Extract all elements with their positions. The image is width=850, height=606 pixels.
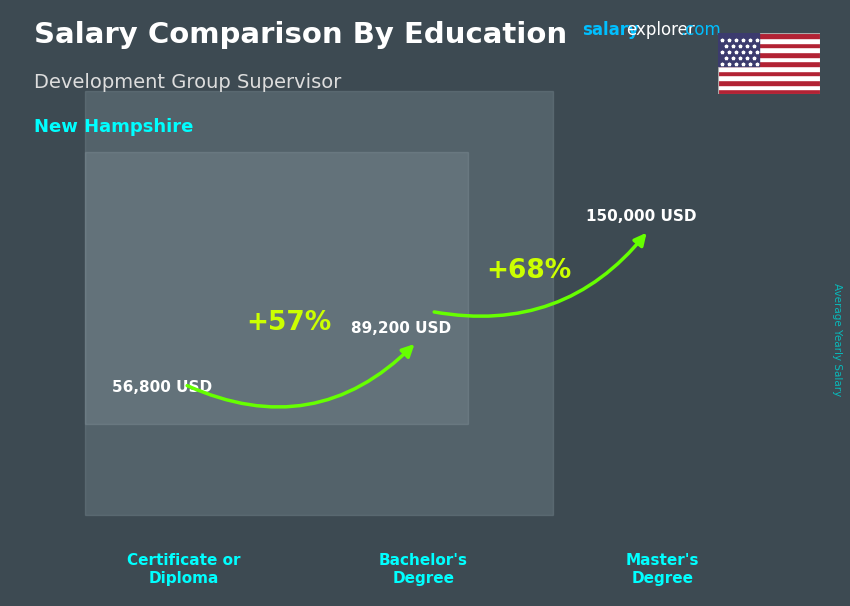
Bar (718, 85, 820, 89)
Bar (718, 61, 820, 66)
Text: Average Yearly Salary: Average Yearly Salary (832, 283, 842, 396)
Text: 150,000 USD: 150,000 USD (586, 210, 696, 224)
Text: Master's
Degree: Master's Degree (626, 553, 700, 585)
Bar (718, 89, 820, 94)
Bar (718, 75, 820, 80)
Text: +68%: +68% (486, 258, 571, 284)
Bar (718, 56, 820, 61)
Bar (85, 91, 552, 515)
Bar (718, 80, 820, 85)
Bar (85, 152, 468, 424)
Text: 56,800 USD: 56,800 USD (112, 381, 212, 395)
Bar (718, 42, 820, 47)
Text: .com: .com (680, 21, 721, 39)
Text: explorer: explorer (626, 21, 695, 39)
Text: +57%: +57% (246, 310, 332, 336)
Text: 89,200 USD: 89,200 USD (352, 321, 451, 336)
Bar (718, 71, 820, 75)
Bar (718, 33, 759, 66)
Text: salary: salary (582, 21, 639, 39)
Bar (718, 47, 820, 52)
Bar (718, 52, 820, 56)
Text: Bachelor's
Degree: Bachelor's Degree (379, 553, 468, 585)
Text: Development Group Supervisor: Development Group Supervisor (34, 73, 342, 92)
Text: New Hampshire: New Hampshire (34, 118, 193, 136)
Bar (718, 33, 820, 38)
Text: Salary Comparison By Education: Salary Comparison By Education (34, 21, 567, 49)
Bar (718, 38, 820, 42)
Bar (718, 66, 820, 71)
Text: Certificate or
Diploma: Certificate or Diploma (128, 553, 241, 585)
